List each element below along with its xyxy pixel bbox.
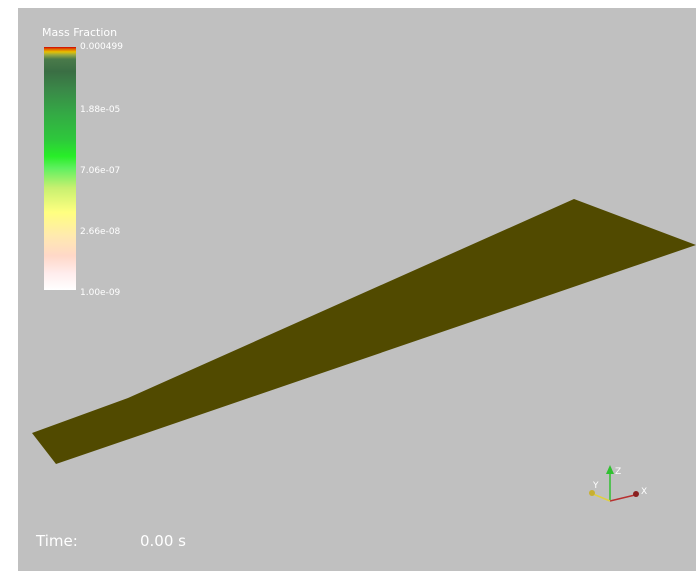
legend-tick-min: 1.00e-09 [80,288,121,298]
legend-tick-3: 7.06e-07 [80,166,121,176]
time-label: Time: [36,532,78,550]
y-axis-tip [589,490,595,496]
legend-title: Mass Fraction [42,26,118,39]
legend-tick-max: 0.000499 [80,42,123,52]
color-scale-bar[interactable] [44,47,76,290]
render-viewport[interactable]: Z X Y Mass Fraction 0.000499 1.88e-05 7.… [18,8,696,571]
scene-canvas[interactable]: Z X Y [18,8,696,571]
z-axis-label: Z [615,467,621,477]
z-axis-arrow [606,465,614,474]
surface-mesh[interactable] [32,199,696,464]
x-axis-label: X [641,487,647,497]
legend-tick-2: 1.88e-05 [80,105,121,115]
y-axis-label: Y [592,481,599,491]
x-axis-tip [633,491,639,497]
orientation-axes[interactable]: Z X Y [589,465,647,502]
time-value: 0.00 s [140,532,186,550]
legend-tick-4: 2.66e-08 [80,227,121,237]
x-axis-line [609,494,636,502]
y-axis-line [592,493,611,502]
